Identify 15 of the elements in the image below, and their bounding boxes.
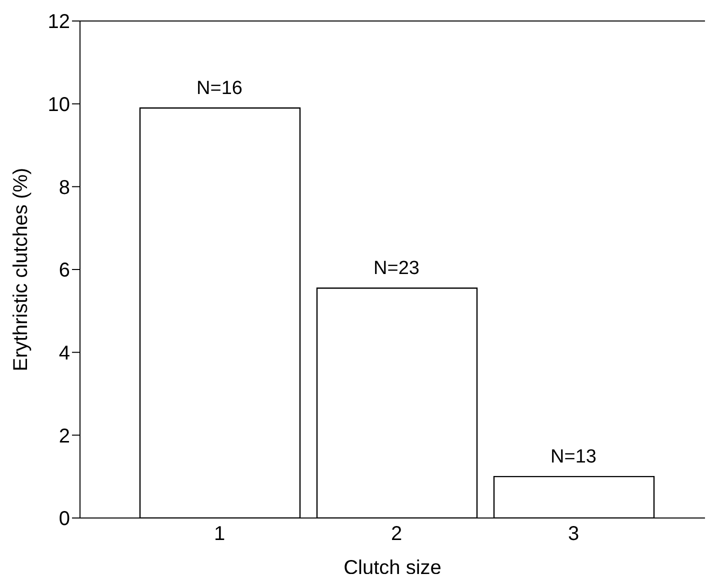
y-tick-label: 6 — [58, 260, 70, 282]
y-tick-label: 12 — [48, 11, 70, 34]
y-tick-label: 0 — [58, 508, 70, 530]
x-tick-label: 1 — [214, 523, 226, 546]
annotation: N=16 — [196, 78, 242, 99]
x-tick-label: 3 — [568, 523, 580, 546]
x-axis-title: Clutch size — [344, 557, 442, 579]
y-axis-title: Erythristic clutches (%) — [10, 168, 32, 372]
y-tick-label: 4 — [58, 342, 70, 364]
annotation: N=13 — [550, 446, 596, 468]
y-tick-label: 8 — [58, 176, 70, 199]
y-tick-label: 2 — [58, 425, 70, 448]
annotation: N=23 — [374, 258, 420, 280]
x-tick-label: 2 — [390, 523, 402, 546]
y-tick-label: 10 — [48, 94, 70, 116]
